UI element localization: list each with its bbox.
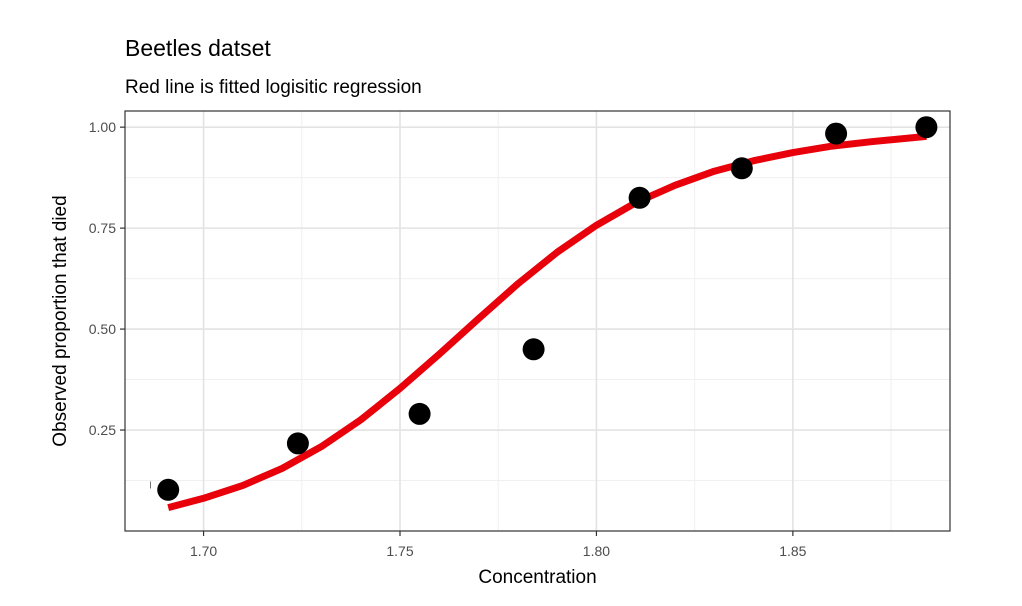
data-point (408, 402, 431, 425)
y-tick-label: 0.50 (89, 321, 116, 337)
x-tick-label: 1.70 (190, 543, 217, 559)
data-point (730, 157, 753, 180)
x-axis: 1.70 1.75 1.80 1.85 (190, 531, 807, 559)
x-tick-label: 1.75 (386, 543, 413, 559)
x-axis-title: Concentration (478, 567, 596, 588)
chart-title: Beetles datset (125, 35, 271, 61)
x-tick-label: 1.85 (779, 543, 806, 559)
plot-border (124, 110, 951, 532)
data-point (157, 478, 180, 501)
data-point (825, 122, 848, 145)
data-point (286, 432, 309, 455)
plot-background (125, 111, 950, 531)
y-tick-label: 0.25 (89, 422, 116, 438)
data-points-layer (157, 116, 938, 501)
y-tick-label: 0.75 (89, 220, 116, 236)
x-tick-label: 1.80 (583, 543, 610, 559)
fitted-regression-line (167, 132, 927, 511)
y-axis-title: Observed proportion that died (50, 195, 71, 446)
data-point (522, 338, 545, 361)
y-axis: 0.25 0.50 0.75 1.00 (89, 119, 125, 438)
chart-subtitle: Red line is fitted logisitic regression (125, 77, 422, 98)
fitted-curve-layer (167, 132, 927, 511)
y-tick-label: 1.00 (89, 119, 116, 135)
annotation-layer: I (149, 481, 152, 492)
data-point (628, 186, 651, 209)
annotation-text: I (149, 481, 152, 492)
data-point (915, 116, 938, 139)
major-gridlines (125, 111, 950, 531)
